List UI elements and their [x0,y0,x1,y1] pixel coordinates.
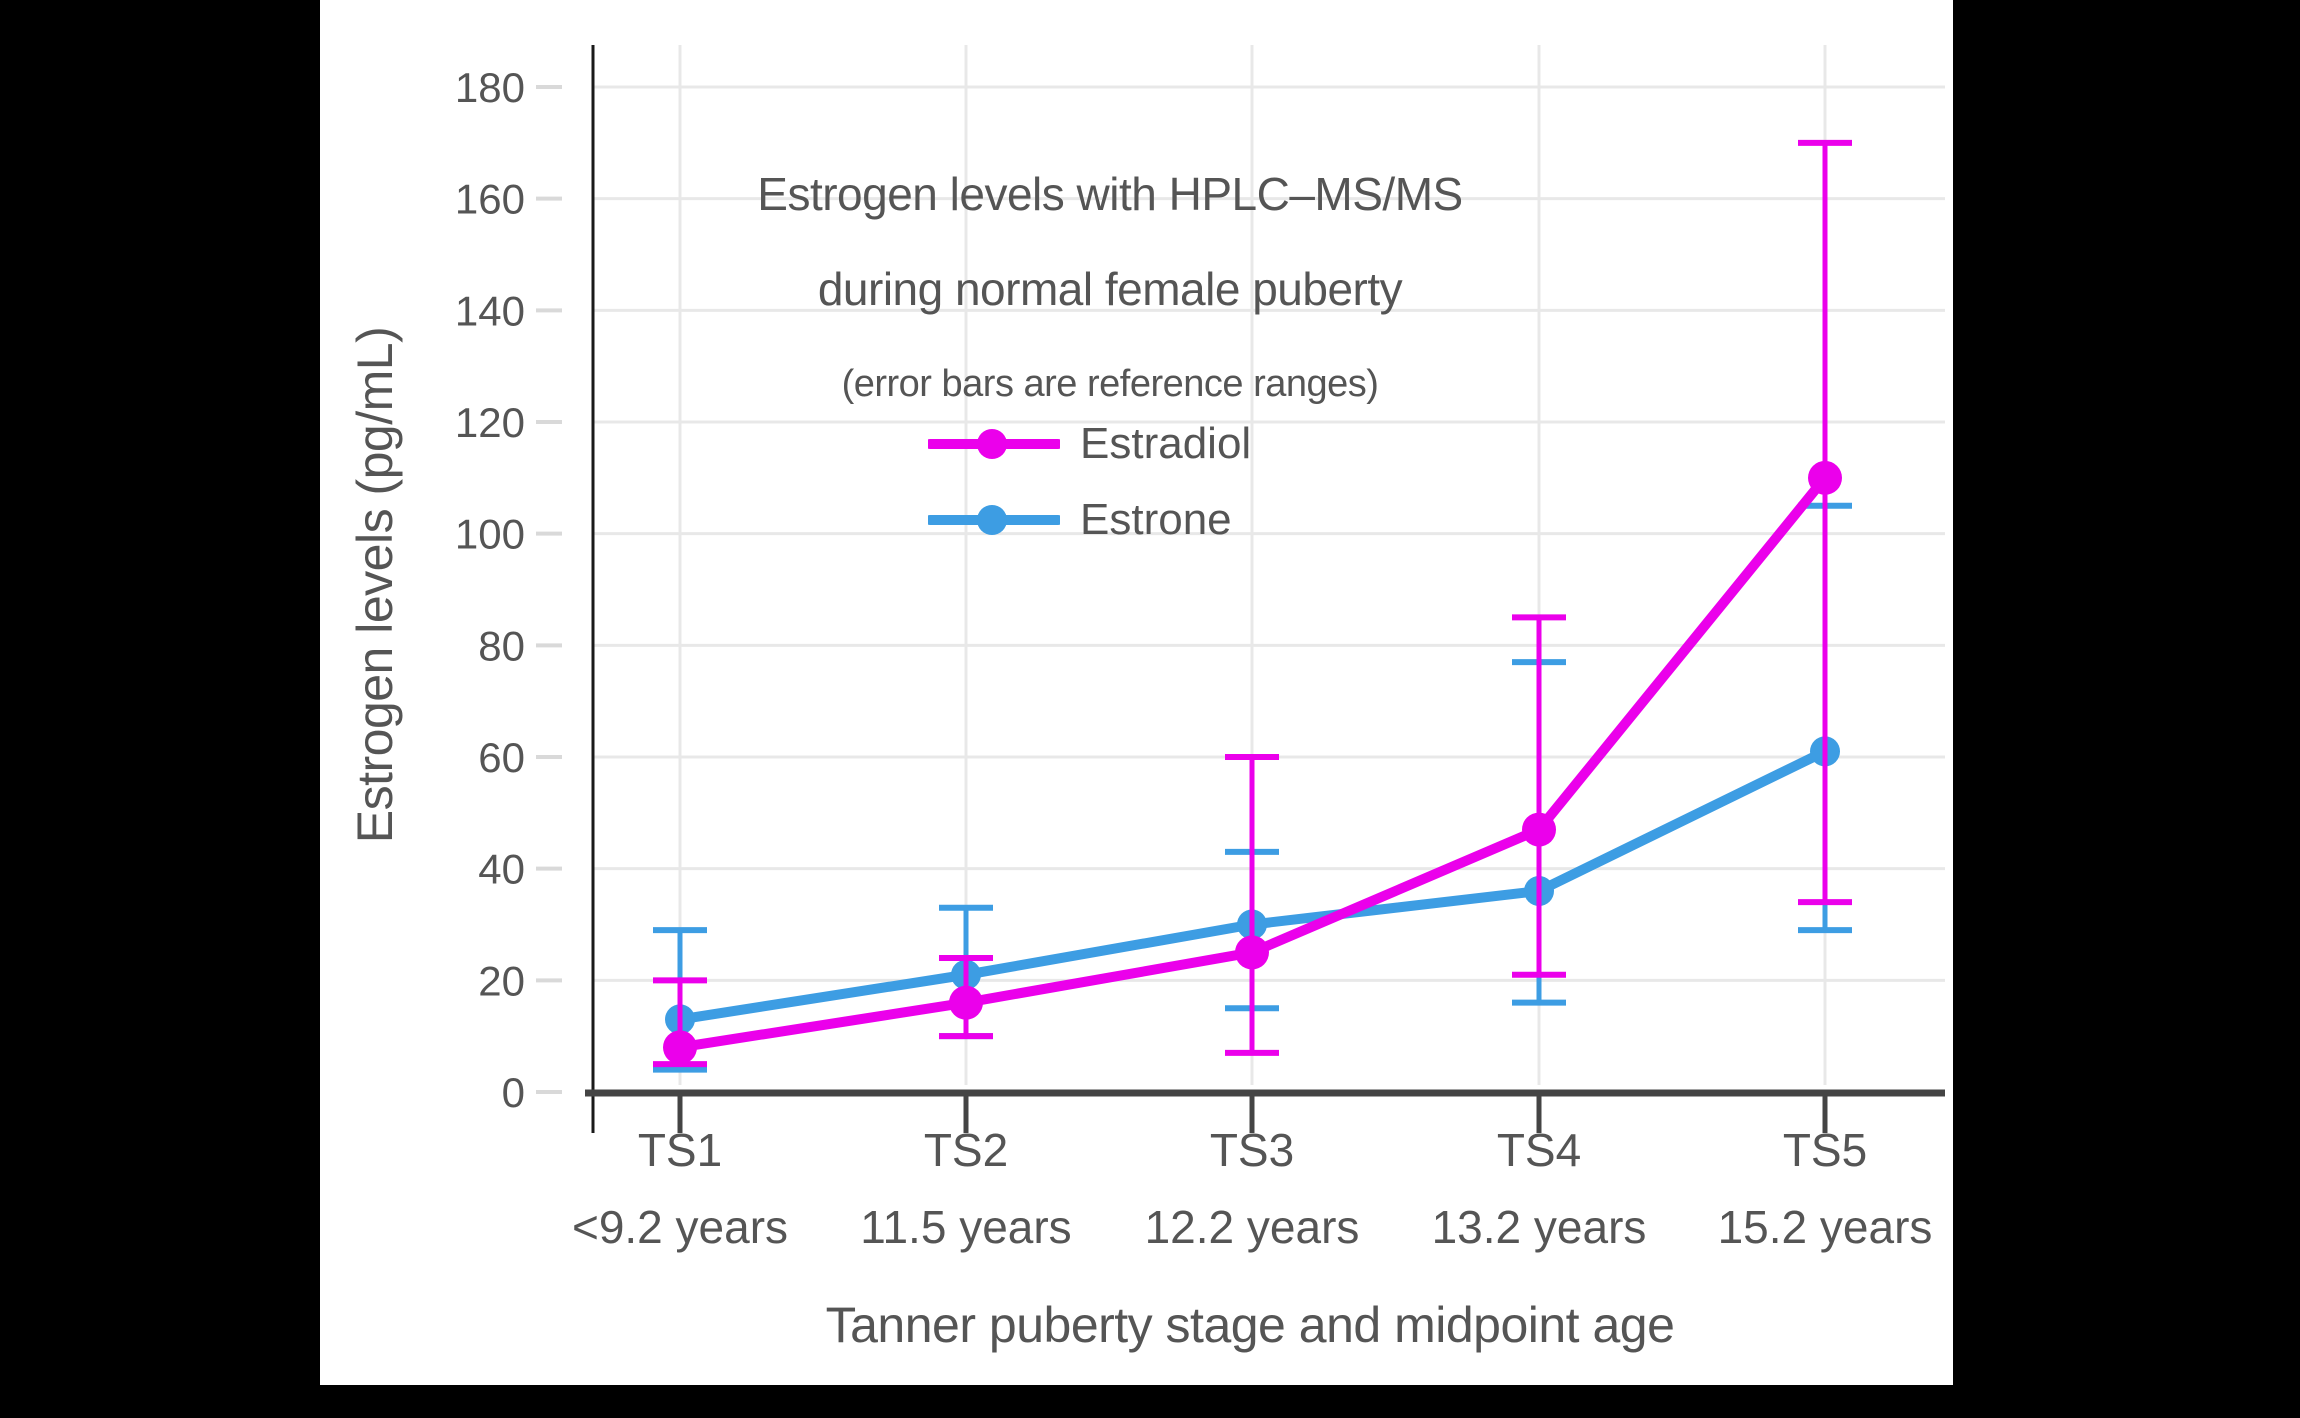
x-tick-stage-label: TS1 [638,1124,722,1176]
data-point-marker [1808,460,1842,495]
data-point-marker [1235,935,1269,970]
data-point-marker [949,985,983,1020]
x-tick-stage-label: TS3 [1210,1124,1294,1176]
x-tick-age-label: 15.2 years [1718,1201,1933,1253]
legend-item-estradiol: Estradiol [928,406,1251,482]
x-axis-title: Tanner puberty stage and midpoint age [825,1297,1675,1353]
x-tick-age-label: <9.2 years [572,1201,788,1253]
plot-area: 0 20 40 60 80 100 120 140 160 180 TS1 <9.2 years TS2… [455,45,1945,1253]
legend-label-estradiol: Estradiol [1080,419,1252,468]
y-axis-title: Estrogen levels (pg/mL) [347,326,403,844]
legend-item-estrone: Estrone [928,482,1251,558]
y-tick-label: 100 [455,511,525,558]
chart-subtitle: (error bars are reference ranges) [841,363,1379,405]
y-tick-label: 0 [502,1069,525,1116]
legend-swatch-estradiol-icon [928,429,1060,459]
legend-swatch-estrone-icon [928,505,1060,535]
y-tick-label: 40 [478,846,525,893]
legend-label-estrone: Estrone [1080,495,1232,544]
x-tick-stage-label: TS4 [1497,1124,1581,1176]
data-point-marker [1522,812,1556,847]
x-tick-stage-label: TS2 [924,1124,1008,1176]
data-point-marker [663,1030,697,1065]
y-tick-label: 140 [455,287,525,334]
chart-title-block: Estrogen levels with HPLC–MS/MS during n… [757,147,1463,432]
x-tick-age-label: 11.5 years [860,1201,1071,1253]
chart-title-line2: during normal female puberty [817,263,1403,315]
y-tick-label: 160 [455,176,525,223]
y-tick-label: 80 [478,622,525,669]
chart-canvas: 0 20 40 60 80 100 120 140 160 180 TS1 <9.2 years TS2… [320,0,1953,1385]
y-tick-label: 20 [478,957,525,1004]
x-tick-age-label: 13.2 years [1432,1201,1647,1253]
y-tick-label: 120 [455,399,525,446]
x-tick-stage-label: TS5 [1783,1124,1867,1176]
y-tick-label: 180 [455,64,525,111]
x-tick-age-label: 12.2 years [1145,1201,1360,1253]
legend: Estradiol Estrone [928,406,1251,558]
chart-title-line1: Estrogen levels with HPLC–MS/MS [757,168,1463,220]
y-tick-label: 60 [478,734,525,781]
